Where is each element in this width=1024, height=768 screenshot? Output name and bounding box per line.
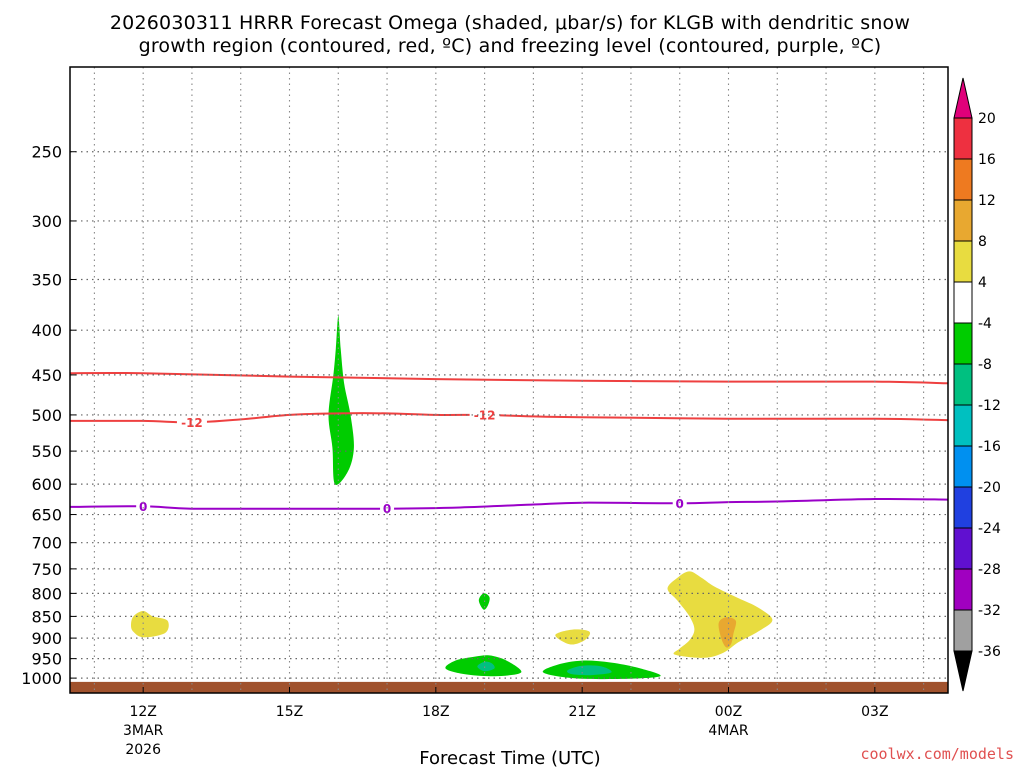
colorbar-top-arrow — [953, 77, 973, 119]
plot-area: -12 -12 0 0 0 — [69, 315, 949, 693]
y-tick-label: 550 — [31, 442, 62, 461]
teal-core-1900z — [477, 661, 495, 672]
colorbar-swatch — [953, 404, 973, 447]
x-tick-label: 21Z — [568, 704, 595, 720]
colorbar-swatch — [953, 527, 973, 570]
colorbar-swatch — [953, 363, 973, 406]
x-tick-label: 00Z — [715, 704, 742, 720]
colorbar-swatch — [953, 568, 973, 611]
colorbar-label: -36 — [978, 644, 1001, 660]
colorbar-swatch — [953, 281, 973, 324]
chart-title-line2: growth region (contoured, red, ºC) and f… — [139, 35, 882, 57]
teal-core-2100z — [566, 665, 612, 676]
y-tick-label: 300 — [31, 212, 62, 231]
y-axis-ticks: 250 300 350 400 450 500 550 600 650 700 750 800 850 9… — [21, 143, 76, 688]
colorbar-label: 16 — [978, 152, 996, 168]
y-tick-label: 1000 — [21, 669, 62, 688]
contour-label-bg — [176, 415, 207, 430]
y-tick-label: 750 — [31, 560, 62, 579]
x-tick-label: 03Z — [861, 704, 888, 720]
grid-lines — [70, 67, 948, 693]
y-tick-label: 950 — [31, 650, 62, 669]
colorbar-label: -8 — [978, 357, 992, 373]
contour-label: -12 — [474, 408, 496, 422]
colorbar-swatch — [953, 158, 973, 201]
y-tick-label: 900 — [31, 629, 62, 648]
contour-label: 0 — [139, 500, 147, 514]
colorbar-label: -28 — [978, 562, 1001, 578]
colorbar-swatch — [953, 486, 973, 529]
x-tick-label: 12Z — [129, 704, 156, 720]
colorbar-label: -12 — [978, 398, 1001, 414]
contour-label: -12 — [181, 416, 203, 430]
y-tick-label: 600 — [31, 475, 62, 494]
y-tick-label: 350 — [31, 270, 62, 289]
contour-label-bg — [136, 499, 151, 514]
ground-surface — [70, 681, 948, 693]
x-axis-title: Forecast Time (UTC) — [419, 748, 600, 768]
colorbar-label: -4 — [978, 316, 992, 332]
colorbar-label: -32 — [978, 603, 1001, 619]
x-tick-label: 15Z — [276, 704, 303, 720]
colorbar-swatch — [953, 199, 973, 242]
y-tick-label: 250 — [31, 143, 62, 162]
x-axis-ticks: 12Z 3MAR 2026 15Z 18Z 21Z 00Z 4MAR 03Z — [123, 687, 889, 758]
chart-title-line1: 2026030311 HRRR Forecast Omega (shaded, … — [110, 12, 910, 34]
colorbar-label: 20 — [978, 111, 996, 127]
colorbar-swatch — [953, 609, 973, 652]
orange-core-0000z — [718, 617, 737, 648]
colorbar-swatch — [953, 240, 973, 283]
colorbar-label: 12 — [978, 193, 996, 209]
colorbar: 20 16 12 8 4 -4 -8 -12 -16 -20 -24 -28 -32 -36 — [953, 77, 1001, 692]
x-tick-date: 4MAR — [708, 723, 749, 739]
freezing-level-contour — [69, 497, 949, 510]
colorbar-label: -24 — [978, 521, 1001, 537]
colorbar-label: 8 — [978, 234, 987, 250]
y-tick-label: 650 — [31, 506, 62, 525]
contour-label: 0 — [676, 497, 684, 511]
x-tick-label: 18Z — [422, 704, 449, 720]
y-tick-label: 500 — [31, 406, 62, 425]
yellow-blob-2100z — [555, 629, 591, 645]
credit-text: coolwx.com/models — [860, 745, 1014, 763]
contour-label-bg — [672, 496, 687, 511]
dendritic-top-contour — [69, 371, 949, 385]
colorbar-swatch — [953, 117, 973, 160]
y-tick-label: 800 — [31, 584, 62, 603]
yellow-region-2330z — [667, 571, 773, 658]
x-tick-year: 2026 — [125, 742, 161, 758]
colorbar-bottom-arrow — [953, 650, 973, 692]
contour-label: 0 — [383, 502, 391, 516]
colorbar-label: -20 — [978, 480, 1001, 496]
colorbar-label: 4 — [978, 275, 987, 291]
contour-label-bg — [380, 501, 395, 516]
y-tick-label: 700 — [31, 534, 62, 553]
y-tick-label: 400 — [31, 321, 62, 340]
colorbar-swatch — [953, 322, 973, 365]
y-tick-label: 850 — [31, 607, 62, 626]
x-tick-date: 3MAR — [123, 723, 164, 739]
plot-frame — [69, 66, 949, 694]
yellow-blob-1200z — [131, 611, 169, 638]
y-tick-label: 450 — [31, 366, 62, 385]
green-column-1600z — [328, 315, 354, 485]
colorbar-label: -16 — [978, 439, 1001, 455]
colorbar-swatch — [953, 445, 973, 488]
